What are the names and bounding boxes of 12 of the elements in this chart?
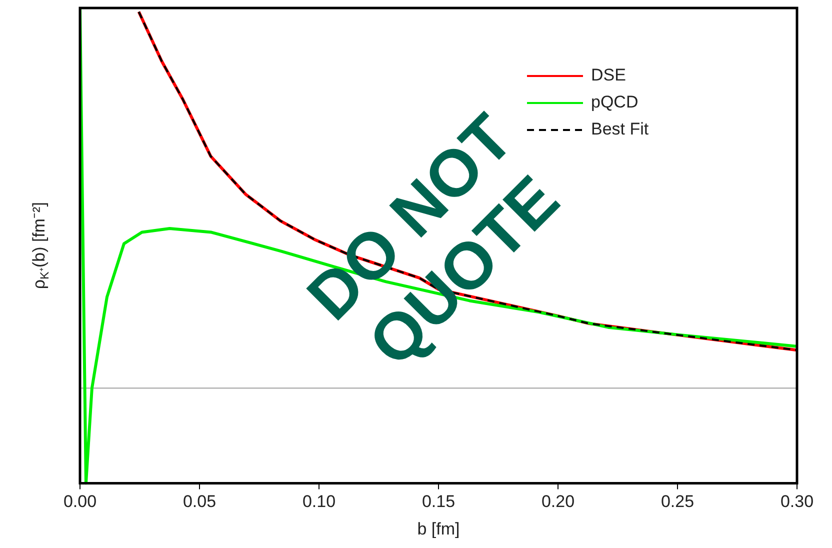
x-tick-label: 0.05 <box>182 492 216 512</box>
x-tick-label: 0.15 <box>422 492 456 512</box>
x-axis-title: b [fm] <box>417 519 460 538</box>
x-tick-label: 0.30 <box>780 492 814 512</box>
legend-label: Best Fit <box>591 120 649 139</box>
x-tick-label: 0.25 <box>660 492 694 512</box>
legend-label: DSE <box>591 66 626 85</box>
y-axis-title: ρK⁺(b) [fm⁻²] <box>30 202 52 290</box>
legend-label: pQCD <box>591 92 638 112</box>
x-tick-label: 0.20 <box>541 492 575 512</box>
x-tick-label: 0.10 <box>302 492 336 512</box>
x-tick-label: 0.00 <box>63 492 97 512</box>
